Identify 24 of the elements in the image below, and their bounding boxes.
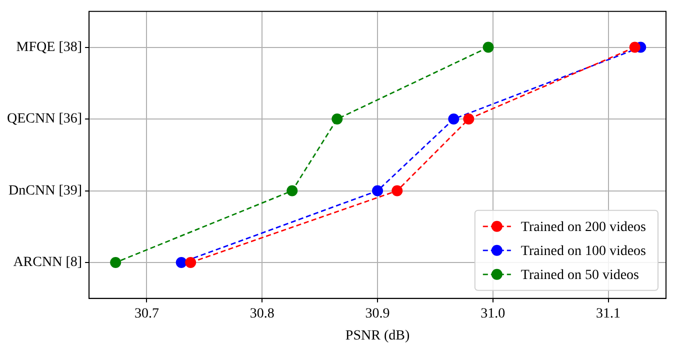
x-axis-title: PSNR (dB) bbox=[345, 328, 410, 344]
x-tick-label: 30.9 bbox=[365, 306, 390, 322]
x-tick-label: 30.8 bbox=[250, 306, 274, 322]
point bbox=[463, 114, 474, 125]
x-tick-label: 30.7 bbox=[134, 306, 159, 322]
legend-label: Trained on 100 videos bbox=[520, 244, 646, 260]
legend-label: Trained on 200 videos bbox=[520, 220, 646, 236]
point bbox=[392, 185, 403, 196]
point bbox=[372, 185, 384, 196]
point bbox=[332, 114, 343, 125]
legend-label: Trained on 50 videos bbox=[520, 268, 640, 284]
y-tick-label: MFQE [38] bbox=[16, 40, 82, 55]
x-tick-label: 31.1 bbox=[596, 306, 621, 322]
y-tick-label: DnCNN [39] bbox=[8, 183, 82, 198]
point bbox=[482, 42, 494, 53]
point bbox=[286, 185, 298, 196]
point bbox=[448, 114, 460, 125]
y-tick-label: ARCNN [8] bbox=[13, 255, 82, 270]
point bbox=[185, 257, 196, 268]
point bbox=[629, 42, 640, 53]
point bbox=[110, 257, 122, 268]
point bbox=[176, 257, 187, 268]
y-tick-label: QECNN [36] bbox=[7, 112, 82, 127]
x-tick-label: 31.0 bbox=[480, 306, 506, 322]
